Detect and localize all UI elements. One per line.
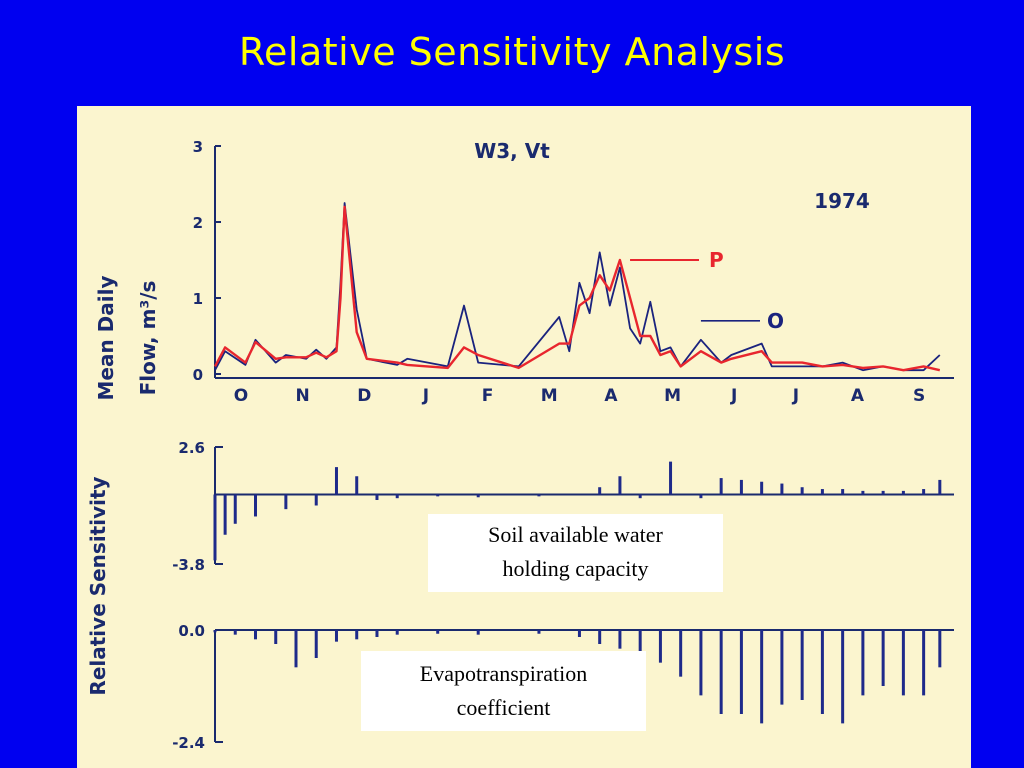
- month-tick-label: D: [357, 386, 371, 406]
- flow-y-tick-label: 1: [193, 290, 203, 308]
- month-tick-label: J: [422, 386, 429, 406]
- callout-soil-capacity: Soil available water holding capacity: [428, 514, 723, 592]
- callout-evapotranspiration: Evapotranspiration coefficient: [361, 651, 646, 731]
- flow-ylabel-line1: Mean Daily: [94, 275, 118, 400]
- series-label-o: O: [767, 309, 784, 333]
- month-tick-label: M: [541, 386, 558, 406]
- series-label-p: P: [709, 248, 724, 272]
- month-tick-label: A: [851, 386, 865, 406]
- slide-title: Relative Sensitivity Analysis: [238, 30, 786, 74]
- flow-lines: PO: [213, 202, 941, 372]
- sensitivity-ylabel: Relative Sensitivity: [86, 476, 110, 695]
- et-y-tick-label: 0.0: [178, 622, 205, 640]
- soil-sensitivity-bars: [213, 461, 942, 561]
- month-tick-label: J: [792, 386, 799, 406]
- flow-y-tick-label: 0: [193, 366, 203, 384]
- series-line-p: [213, 205, 941, 372]
- month-tick-label: F: [482, 386, 494, 406]
- month-tick-label: N: [296, 386, 310, 406]
- flow-chart-year: 1974: [814, 189, 870, 213]
- series-line-o: [214, 202, 941, 372]
- month-tick-label: O: [234, 386, 248, 406]
- month-tick-label: A: [604, 386, 618, 406]
- callout-soil-line1: Soil available water: [488, 522, 663, 547]
- month-tick-label: M: [664, 386, 681, 406]
- callout-soil-line2: holding capacity: [502, 556, 649, 581]
- flow-y-tick-label: 2: [193, 214, 203, 232]
- flow-ylabel-line2: Flow, m³/s: [136, 281, 160, 396]
- et-y-tick-label: -2.4: [172, 734, 205, 752]
- callout-et-line2: coefficient: [456, 695, 551, 720]
- flow-y-tick-label: 3: [193, 138, 203, 156]
- flow-chart-title: W3, Vt: [474, 139, 550, 163]
- month-tick-label: J: [730, 386, 737, 406]
- soil-y-tick-label: 2.6: [178, 439, 205, 457]
- soil-y-tick-label: -3.8: [172, 556, 205, 574]
- chart-svg: W3, Vt 1974 Mean Daily Flow, m³/s Relati…: [86, 138, 954, 752]
- callout-et-line1: Evapotranspiration: [419, 661, 588, 686]
- month-tick-label: S: [913, 386, 925, 406]
- figure-panel: W3, Vt 1974 Mean Daily Flow, m³/s Relati…: [77, 106, 971, 768]
- et-sensitivity-bars: [213, 630, 942, 724]
